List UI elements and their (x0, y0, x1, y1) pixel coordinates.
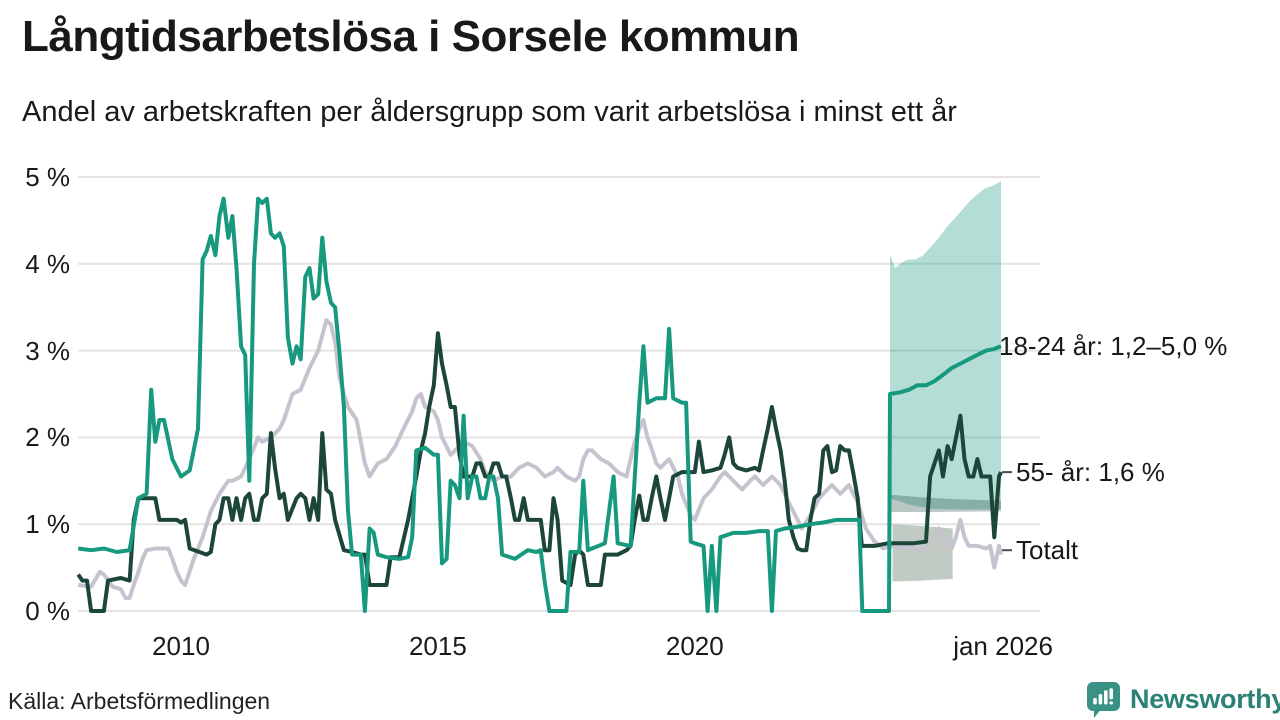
x-tick-label: 2010 (152, 631, 210, 661)
newsworthy-logo-icon (1087, 682, 1120, 718)
y-tick-label: 5 % (25, 162, 70, 192)
forecast-band-Totalt (892, 524, 953, 582)
forecast-band-18-24 år (890, 181, 1001, 510)
series-line-55- år (76, 331, 1003, 613)
x-tick-label: 2020 (665, 631, 724, 661)
newsworthy-brand: Newsworthy (1086, 681, 1280, 718)
y-tick-label: 2 % (25, 422, 70, 453)
page-title: Långtidsarbetslösa i Sorsele kommun (22, 12, 800, 61)
y-tick-label: 3 % (25, 335, 70, 366)
series-label: 18-24 år: 1,2–5,0 % (999, 331, 1228, 362)
series-line-18-24 år (77, 196, 1002, 613)
series-line-Totalt (77, 318, 1003, 600)
forecast-band-55- år (890, 494, 1001, 512)
x-tick-label: 2015 (408, 631, 467, 661)
y-tick-label: 1 % (25, 509, 70, 540)
source-note: Källa: Arbetsförmedlingen (8, 688, 271, 714)
y-tick-label: 0 % (25, 596, 70, 626)
x-tick-label: jan 2026 (953, 631, 1053, 661)
series-label: 55- år: 1,6 % (1016, 457, 1165, 488)
newsworthy-wordmark: Newsworthy (1130, 684, 1280, 714)
page-subtitle: Andel av arbetskraften per åldersgrupp s… (22, 96, 957, 128)
y-tick-label: 4 % (25, 248, 70, 279)
series-label: Totalt (1016, 535, 1079, 566)
